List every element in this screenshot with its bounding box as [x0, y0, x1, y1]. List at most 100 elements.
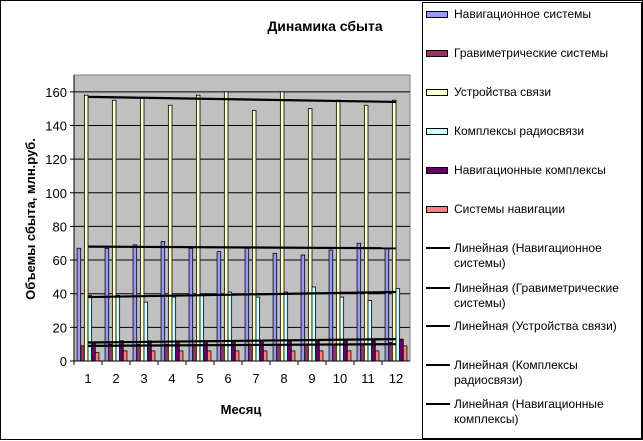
bar: [104, 247, 110, 362]
bar: [80, 345, 85, 362]
bar: [164, 343, 169, 362]
legend-label: Линейная (Навигационные комплексы): [454, 397, 604, 426]
bar: [206, 350, 212, 362]
bar: [150, 350, 156, 362]
bar: [262, 350, 268, 362]
legend-label: Линейная (Устройства связи): [454, 319, 617, 333]
bar: [139, 98, 145, 362]
legend-label: Линейная (Гравиметрические системы): [454, 281, 619, 310]
bar: [76, 247, 82, 362]
x-tick-label: 10: [333, 371, 347, 386]
bar: [402, 345, 408, 362]
bar: [304, 343, 309, 362]
trendlines: [87, 95, 397, 347]
bar: [311, 286, 317, 362]
x-tick-label: 1: [84, 371, 91, 386]
bar: [115, 294, 121, 362]
bar: [175, 340, 180, 362]
bar: [234, 350, 240, 362]
trendline: [87, 290, 397, 299]
legend-line-marker: [426, 247, 450, 249]
bar: [188, 247, 194, 362]
bar: [307, 108, 313, 362]
bar: [231, 340, 236, 362]
bar: [279, 91, 285, 362]
legend: Навигационное системы Гравиметрические си…: [422, 2, 642, 439]
bar: [132, 244, 138, 362]
bar: [290, 350, 296, 362]
bar: [171, 296, 177, 362]
bar: [367, 300, 373, 362]
bar: [255, 296, 261, 362]
y-tick-label: 0: [60, 354, 67, 369]
bar: [87, 294, 93, 362]
y-axis-title: Объемы сбыта, млн.руб.: [23, 138, 38, 300]
bar: [122, 350, 128, 362]
legend-swatch: [426, 167, 448, 174]
bar: [147, 340, 152, 362]
bar: [199, 294, 205, 362]
x-tick-label: 11: [361, 371, 375, 386]
bar: [363, 104, 369, 362]
legend-label: Линейная (Комплексы радиосвязи): [454, 358, 578, 387]
legend-line-marker: [426, 403, 450, 405]
bar: [220, 343, 225, 362]
x-tick-label: 7: [252, 371, 259, 386]
y-tick-label: 80: [53, 219, 67, 234]
bar: [192, 343, 197, 362]
legend-label: Гравиметрические системы: [454, 46, 609, 60]
x-tick-label: 9: [308, 371, 315, 386]
bar: [203, 340, 208, 362]
legend-swatch: [426, 206, 448, 213]
y-tick-label: 40: [53, 287, 67, 302]
bar: [395, 288, 401, 362]
legend-swatch: [426, 128, 448, 135]
x-tick-label: 4: [168, 371, 175, 386]
x-tick-label: 6: [224, 371, 231, 386]
legend-label: Устройства связи: [454, 85, 552, 99]
bar: [136, 343, 141, 362]
trendline: [87, 245, 397, 250]
y-tick-label: 60: [53, 253, 67, 268]
bar: [83, 94, 89, 362]
bar: [251, 109, 257, 362]
y-tick-label: 100: [45, 186, 67, 201]
bar: [119, 340, 124, 362]
gridlines: [74, 91, 410, 328]
bar: [332, 343, 337, 362]
bar: [374, 350, 380, 362]
legend-label: Линейная (Навигационное системы): [454, 241, 602, 270]
bar: [178, 350, 184, 362]
trendline: [87, 343, 397, 347]
bar: [227, 291, 233, 362]
bar: [94, 352, 100, 362]
chart-title: Динамика сбыта: [267, 18, 383, 34]
y-tick-label: 120: [45, 152, 67, 167]
legend-label: Навигационное системы: [454, 7, 592, 21]
bar: [318, 350, 324, 362]
bar: [391, 99, 397, 362]
legend-label: Навигационные комплексы: [454, 163, 606, 177]
legend-swatch: [426, 11, 448, 18]
legend-label: Комплексы радиосвязи: [454, 124, 585, 138]
bar: [160, 241, 166, 362]
plot-area: [73, 74, 411, 362]
trendline: [87, 338, 397, 344]
y-tick-label: 140: [45, 118, 67, 133]
trendline: [87, 95, 397, 104]
bar: [360, 343, 365, 362]
y-tick-label: 160: [45, 85, 67, 100]
bar: [335, 99, 341, 362]
bar: [248, 343, 253, 362]
legend-swatch: [426, 89, 448, 96]
legend-line-marker: [426, 364, 450, 366]
x-tick-label: 12: [389, 371, 403, 386]
x-axis-title: Месяц: [221, 402, 262, 417]
bar: [167, 104, 173, 362]
bar: [276, 343, 281, 362]
bar: [223, 91, 229, 362]
bar: [346, 350, 352, 362]
x-tick-label: 5: [196, 371, 203, 386]
y-tick-label: 20: [53, 320, 67, 335]
